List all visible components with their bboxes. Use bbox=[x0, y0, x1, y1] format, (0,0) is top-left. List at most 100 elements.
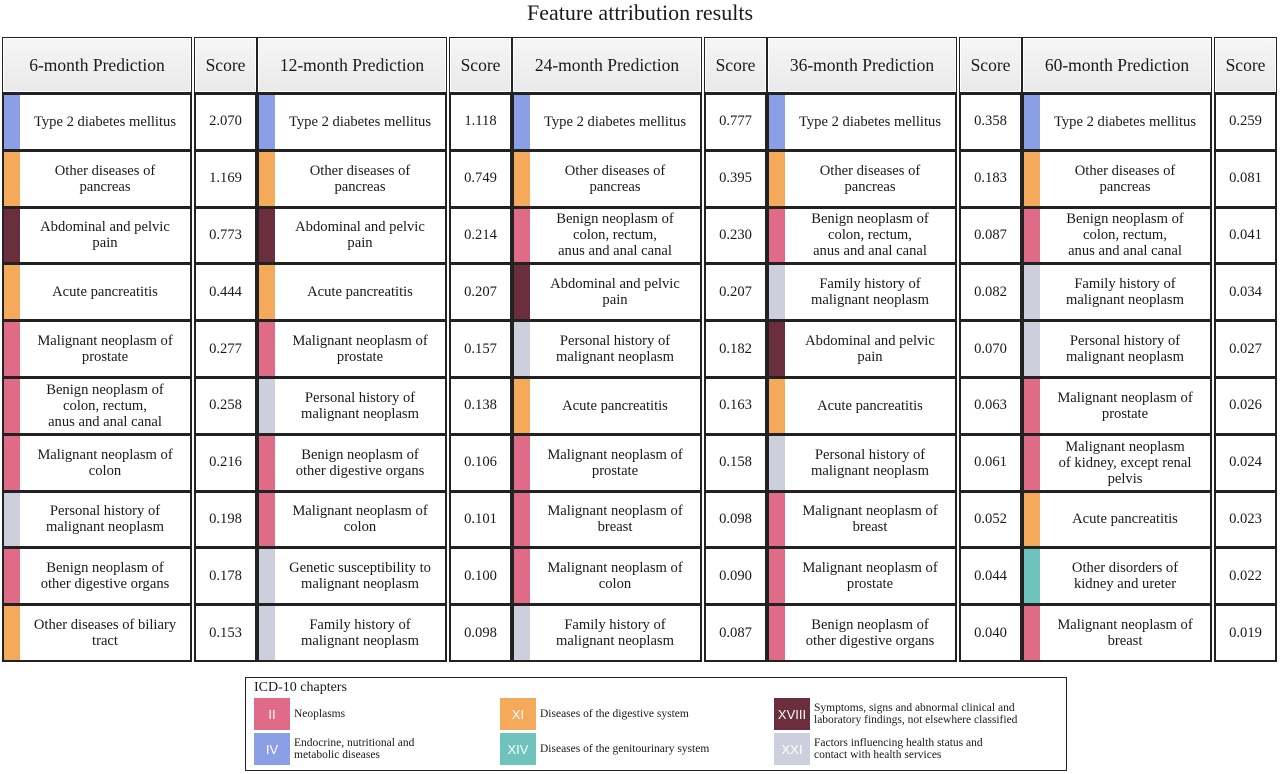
feature-cell: Malignant neoplasm of colon bbox=[2, 433, 192, 492]
feature-cell: Other diseases of pancreas bbox=[257, 149, 447, 208]
feature-cell: Abdominal and pelvic pain bbox=[257, 206, 447, 265]
feature-score: 0.090 bbox=[704, 547, 767, 606]
feature-name: Personal history of malignant neoplasm bbox=[1066, 333, 1184, 366]
feature-cell: Acute pancreatitis bbox=[512, 377, 702, 435]
table-header: 12-month Prediction bbox=[257, 37, 447, 93]
feature-score: 0.041 bbox=[1214, 206, 1277, 265]
chapter-color-bar bbox=[259, 322, 275, 376]
chapter-color-bar bbox=[514, 379, 530, 433]
attribution-tables: 6-month Prediction Score Type 2 diabetes m… bbox=[2, 37, 1277, 662]
feature-cell: Personal history of malignant neoplasm bbox=[257, 377, 447, 435]
feature-cell: Acute pancreatitis bbox=[2, 263, 192, 322]
feature-name: Type 2 diabetes mellitus bbox=[33, 113, 177, 130]
feature-cell: Family history of malignant neoplasm bbox=[512, 604, 702, 662]
legend-swatch: XXI bbox=[774, 733, 810, 765]
feature-cell: Acute pancreatitis bbox=[257, 263, 447, 322]
feature-cell: Abdominal and pelvic pain bbox=[767, 320, 957, 378]
feature-cell: Abdominal and pelvic pain bbox=[512, 263, 702, 322]
feature-name: Malignant neoplasm of colon bbox=[37, 446, 173, 479]
feature-score: 0.106 bbox=[449, 433, 512, 492]
chapter-color-bar bbox=[769, 95, 785, 149]
feature-score: 0.061 bbox=[959, 433, 1022, 492]
feature-score: 0.044 bbox=[959, 547, 1022, 606]
chapter-color-bar bbox=[514, 549, 530, 604]
chapter-color-bar bbox=[514, 492, 530, 547]
chapter-color-bar bbox=[4, 151, 20, 206]
feature-score: 0.100 bbox=[449, 547, 512, 606]
legend-item: II Neoplasms bbox=[254, 698, 345, 730]
page-title: Feature attribution results bbox=[526, 0, 754, 25]
feature-score: 0.198 bbox=[194, 490, 257, 549]
chapter-color-bar bbox=[769, 435, 785, 490]
score-header: Score bbox=[194, 37, 257, 93]
icd10-legend: ICD-10 chapters II Neoplasms XI Diseases of… bbox=[245, 677, 1067, 771]
feature-cell: Type 2 diabetes mellitus bbox=[2, 93, 192, 151]
feature-cell: Personal history of malignant neoplasm bbox=[2, 490, 192, 549]
feature-cell: Other diseases of pancreas bbox=[2, 149, 192, 208]
legend-swatch: XVIII bbox=[774, 698, 810, 730]
chapter-color-bar bbox=[1024, 435, 1040, 490]
feature-score: 0.773 bbox=[194, 206, 257, 265]
feature-name: Other diseases of biliary tract bbox=[33, 617, 177, 650]
chapter-color-bar bbox=[1024, 492, 1040, 547]
legend-label: Endocrine, nutritional and metabolic dis… bbox=[294, 737, 415, 761]
feature-score: 0.063 bbox=[959, 377, 1022, 435]
chapter-color-bar bbox=[259, 492, 275, 547]
legend-label: Factors influencing health status and co… bbox=[814, 737, 983, 761]
feature-name: Malignant neoplasm of prostate bbox=[802, 560, 938, 593]
feature-name: Family history of malignant neoplasm bbox=[556, 617, 674, 650]
feature-score: 1.169 bbox=[194, 149, 257, 208]
chapter-color-bar bbox=[4, 492, 20, 547]
feature-name: Other diseases of pancreas bbox=[564, 162, 666, 195]
feature-cell: Type 2 diabetes mellitus bbox=[767, 93, 957, 151]
feature-score: 0.182 bbox=[704, 320, 767, 378]
feature-name: Acute pancreatitis bbox=[307, 284, 413, 301]
chapter-color-bar bbox=[1024, 379, 1040, 433]
feature-name: Other diseases of pancreas bbox=[819, 162, 921, 195]
feature-score: 0.087 bbox=[704, 604, 767, 662]
feature-name: Malignant neoplasm of prostate bbox=[1057, 389, 1193, 422]
legend-item: IV Endocrine, nutritional and metabolic d… bbox=[254, 733, 414, 765]
chapter-color-bar bbox=[259, 151, 275, 206]
legend-title: ICD-10 chapters bbox=[254, 680, 347, 695]
feature-name: Other disorders of kidney and ureter bbox=[1071, 560, 1179, 593]
feature-score: 0.207 bbox=[704, 263, 767, 322]
feature-score: 0.158 bbox=[704, 433, 767, 492]
feature-score: 0.259 bbox=[1214, 93, 1277, 151]
feature-name: Acute pancreatitis bbox=[1072, 511, 1178, 528]
feature-name: Genetic susceptibility to malignant neop… bbox=[289, 560, 431, 593]
feature-cell: Malignant neoplasm of prostate bbox=[512, 433, 702, 492]
feature-cell: Benign neoplasm of other digestive organ… bbox=[2, 547, 192, 606]
feature-name: Abdominal and pelvic pain bbox=[805, 333, 935, 366]
feature-name: Acute pancreatitis bbox=[52, 284, 158, 301]
feature-cell: Malignant neoplasm of breast bbox=[512, 490, 702, 549]
chapter-color-bar bbox=[514, 322, 530, 376]
chapter-color-bar bbox=[1024, 549, 1040, 604]
chapter-color-bar bbox=[4, 208, 20, 263]
chapter-color-bar bbox=[4, 265, 20, 320]
feature-score: 1.118 bbox=[449, 93, 512, 151]
feature-cell: Malignant neoplasm of breast bbox=[1022, 604, 1212, 662]
chapter-color-bar bbox=[1024, 606, 1040, 660]
feature-cell: Benign neoplasm of colon, rectum, anus a… bbox=[1022, 206, 1212, 265]
feature-score: 0.040 bbox=[959, 604, 1022, 662]
chapter-color-bar bbox=[1024, 95, 1040, 149]
feature-score: 0.358 bbox=[959, 93, 1022, 151]
feature-score: 0.153 bbox=[194, 604, 257, 662]
feature-name: Benign neoplasm of other digestive organ… bbox=[805, 617, 935, 650]
feature-cell: Personal history of malignant neoplasm bbox=[512, 320, 702, 378]
feature-score: 0.277 bbox=[194, 320, 257, 378]
feature-name: Type 2 diabetes mellitus bbox=[288, 113, 432, 130]
feature-score: 0.052 bbox=[959, 490, 1022, 549]
feature-name: Abdominal and pelvic pain bbox=[550, 276, 680, 309]
feature-cell: Type 2 diabetes mellitus bbox=[512, 93, 702, 151]
feature-score: 0.395 bbox=[704, 149, 767, 208]
score-header: Score bbox=[1214, 37, 1277, 93]
feature-cell: Other disorders of kidney and ureter bbox=[1022, 547, 1212, 606]
chapter-color-bar bbox=[769, 265, 785, 320]
chapter-color-bar bbox=[259, 208, 275, 263]
chapter-color-bar bbox=[514, 606, 530, 660]
feature-cell: Malignant neoplasm of prostate bbox=[257, 320, 447, 378]
feature-name: Malignant neoplasm of prostate bbox=[292, 333, 428, 366]
chapter-color-bar bbox=[1024, 208, 1040, 263]
